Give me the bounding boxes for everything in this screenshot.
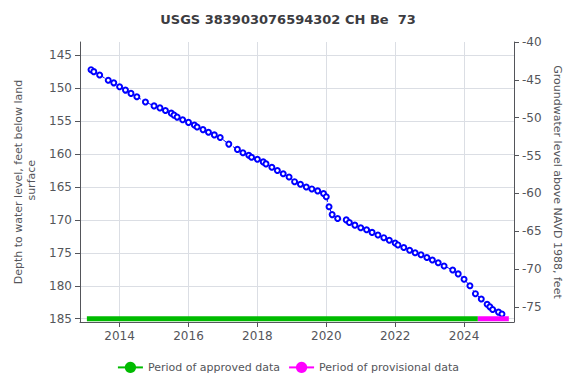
svg-text:Groundwater level above NAVD 1: Groundwater level above NAVD 1988, feet <box>551 65 564 299</box>
svg-text:145: 145 <box>49 48 72 62</box>
svg-text:160: 160 <box>49 147 72 161</box>
svg-text:-45: -45 <box>522 73 542 87</box>
svg-text:-70: -70 <box>522 262 542 276</box>
svg-text:-50: -50 <box>522 111 542 125</box>
svg-text:2022: 2022 <box>380 329 411 343</box>
svg-text:surface: surface <box>25 160 38 204</box>
svg-text:150: 150 <box>49 81 72 95</box>
svg-text:Period of provisional data: Period of provisional data <box>319 361 459 374</box>
svg-text:165: 165 <box>49 180 72 194</box>
svg-text:Depth to water level, feet bel: Depth to water level, feet below land <box>12 80 25 285</box>
svg-text:-40: -40 <box>522 35 542 49</box>
svg-text:-65: -65 <box>522 224 542 238</box>
svg-text:170: 170 <box>49 213 72 227</box>
svg-text:-55: -55 <box>522 149 542 163</box>
svg-text:180: 180 <box>49 279 72 293</box>
svg-text:Period of approved data: Period of approved data <box>148 361 280 374</box>
svg-text:155: 155 <box>49 114 72 128</box>
svg-text:175: 175 <box>49 246 72 260</box>
svg-text:2014: 2014 <box>104 329 135 343</box>
svg-text:-60: -60 <box>522 186 542 200</box>
svg-text:185: 185 <box>49 312 72 326</box>
svg-text:USGS 383903076594302 CH Be 73: USGS 383903076594302 CH Be 73 <box>160 12 416 27</box>
svg-text:2020: 2020 <box>311 329 342 343</box>
svg-text:2024: 2024 <box>449 329 480 343</box>
svg-text:2018: 2018 <box>242 329 273 343</box>
svg-text:2016: 2016 <box>173 329 204 343</box>
svg-text:-75: -75 <box>522 300 542 314</box>
